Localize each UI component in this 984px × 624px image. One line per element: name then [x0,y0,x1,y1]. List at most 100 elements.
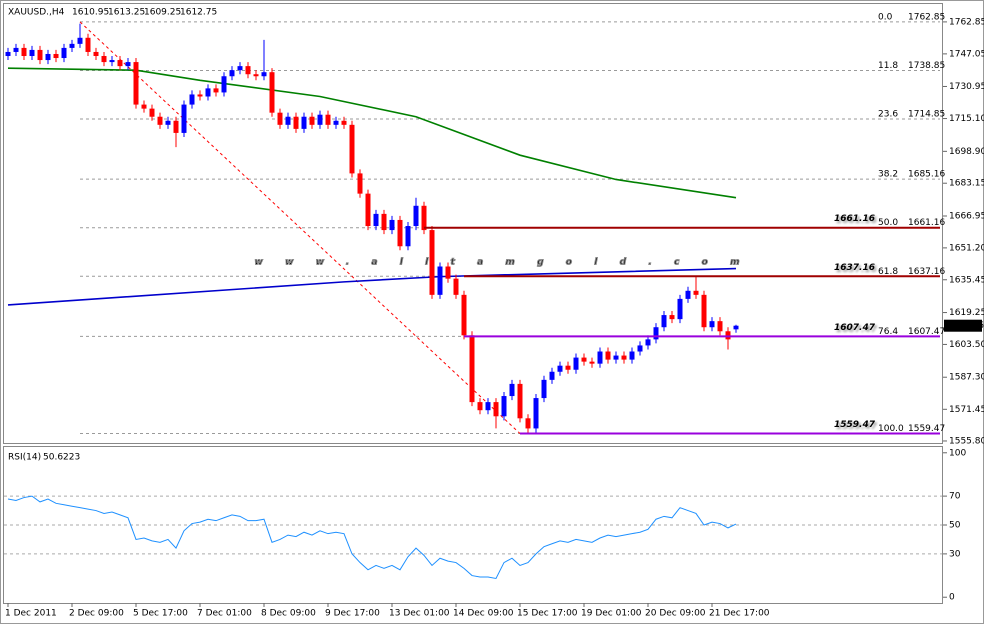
candle-body [37,49,43,61]
fib-ratio: 100.0 [878,424,904,434]
rsi-panel [3,446,943,604]
y-tick-label: 1635.45 [949,275,984,285]
candle-body [157,116,163,125]
y-tick-label: 1555.80 [949,436,984,446]
candle-body [269,72,275,113]
price-level-label: 1637.16 [834,263,875,273]
y-tick-label: 1651.20 [949,243,984,253]
candle-body [189,94,195,105]
fib-price: 1607.47 [908,327,945,337]
candle-body [373,213,379,227]
candle-body [501,396,507,417]
candle-body [333,120,339,125]
x-tick-label: 5 Dec 17:00 [133,609,188,619]
price-level-label: 1559.47 [834,420,876,430]
candle-body [133,62,139,105]
y-tick-label: 100 [949,448,966,458]
moving-average [7,267,737,306]
candle-body [149,108,155,117]
candle-body [357,173,363,194]
y-tick-label: 1587.30 [949,373,984,383]
rsi-line [7,495,737,580]
fib-ratio: 38.2 [878,170,898,180]
price-panel [3,3,943,444]
y-tick-label: 30 [949,549,961,559]
fib-price: 1661.16 [908,218,945,228]
candle-body [733,325,739,330]
candle-body [437,266,443,295]
candle-body [221,76,227,93]
candle-body [197,94,203,97]
candle-body [413,205,419,227]
fib-price: 1637.16 [908,267,945,277]
x-tick-label: 14 Dec 09:00 [453,609,514,619]
candle-body [181,104,187,133]
candle-body [85,37,91,52]
y-tick-label: 1698.90 [949,147,984,157]
candle-body [517,383,523,419]
candle-body [229,70,235,77]
fib-price: 1714.85 [908,110,945,120]
y-tick-label: 0 [949,593,955,603]
candle-body [53,53,59,59]
x-tick-label: 2 Dec 09:00 [69,609,124,619]
current-price-label: 1612.75 [947,321,984,331]
fib-ratio: 50.0 [878,218,898,228]
candle-body [117,60,123,67]
candle-body [645,339,651,346]
candle-body [525,418,531,429]
candle-body [709,321,715,328]
candle-body [429,230,435,295]
candle-body [301,116,307,129]
candle-body [469,335,475,403]
candle-body [669,315,675,320]
candle-body [533,398,539,429]
candle-body [165,120,171,125]
candle-body [341,120,347,125]
current-price-box [944,319,982,332]
candle-body [581,357,587,362]
ohlc-low: 1609.25 [144,8,181,18]
candle-body [389,219,395,231]
rsi-title: RSI(14) [8,453,41,463]
candle-body [573,357,579,370]
y-tick-label: 1666.95 [949,212,984,222]
candle-body [253,74,259,77]
fib-trend [79,21,521,434]
candle-body [701,294,707,328]
candle-body [597,351,603,364]
candle-body [693,290,699,295]
x-tick-label: 19 Dec 01:00 [581,609,642,619]
candle-body [109,60,115,63]
candle-body [317,114,323,125]
candle-body [605,351,611,360]
candle-body [725,331,731,340]
candle-body [349,124,355,174]
candle-body [325,114,331,125]
symbol: XAUUSD.,H4 [8,8,65,18]
candle-body [77,37,83,44]
y-tick-label: 1762.85 [949,17,984,27]
ohlc-open: 1610.95 [72,8,109,18]
ohlc-close: 1612.75 [180,8,217,18]
candle-body [661,315,667,328]
candle-body [493,402,499,417]
y-tick-label: 70 [949,492,961,502]
rsi-value: 50.6223 [43,453,80,463]
y-tick-label: 1683.15 [949,179,984,189]
candle-body [549,371,555,380]
x-tick-label: 9 Dec 17:00 [325,609,380,619]
fib-ratio: 0.0 [878,12,893,22]
y-tick-label: 1619.25 [949,308,984,318]
candle-body [261,72,267,77]
candle-body [421,205,427,231]
candle-body [141,104,147,109]
candle-body [293,116,299,129]
fib-price: 1685.16 [908,170,945,180]
candle-body [637,345,643,352]
candle-body [245,66,251,75]
x-tick-label: 13 Dec 01:00 [389,609,450,619]
x-tick-label: 20 Dec 09:00 [645,609,706,619]
